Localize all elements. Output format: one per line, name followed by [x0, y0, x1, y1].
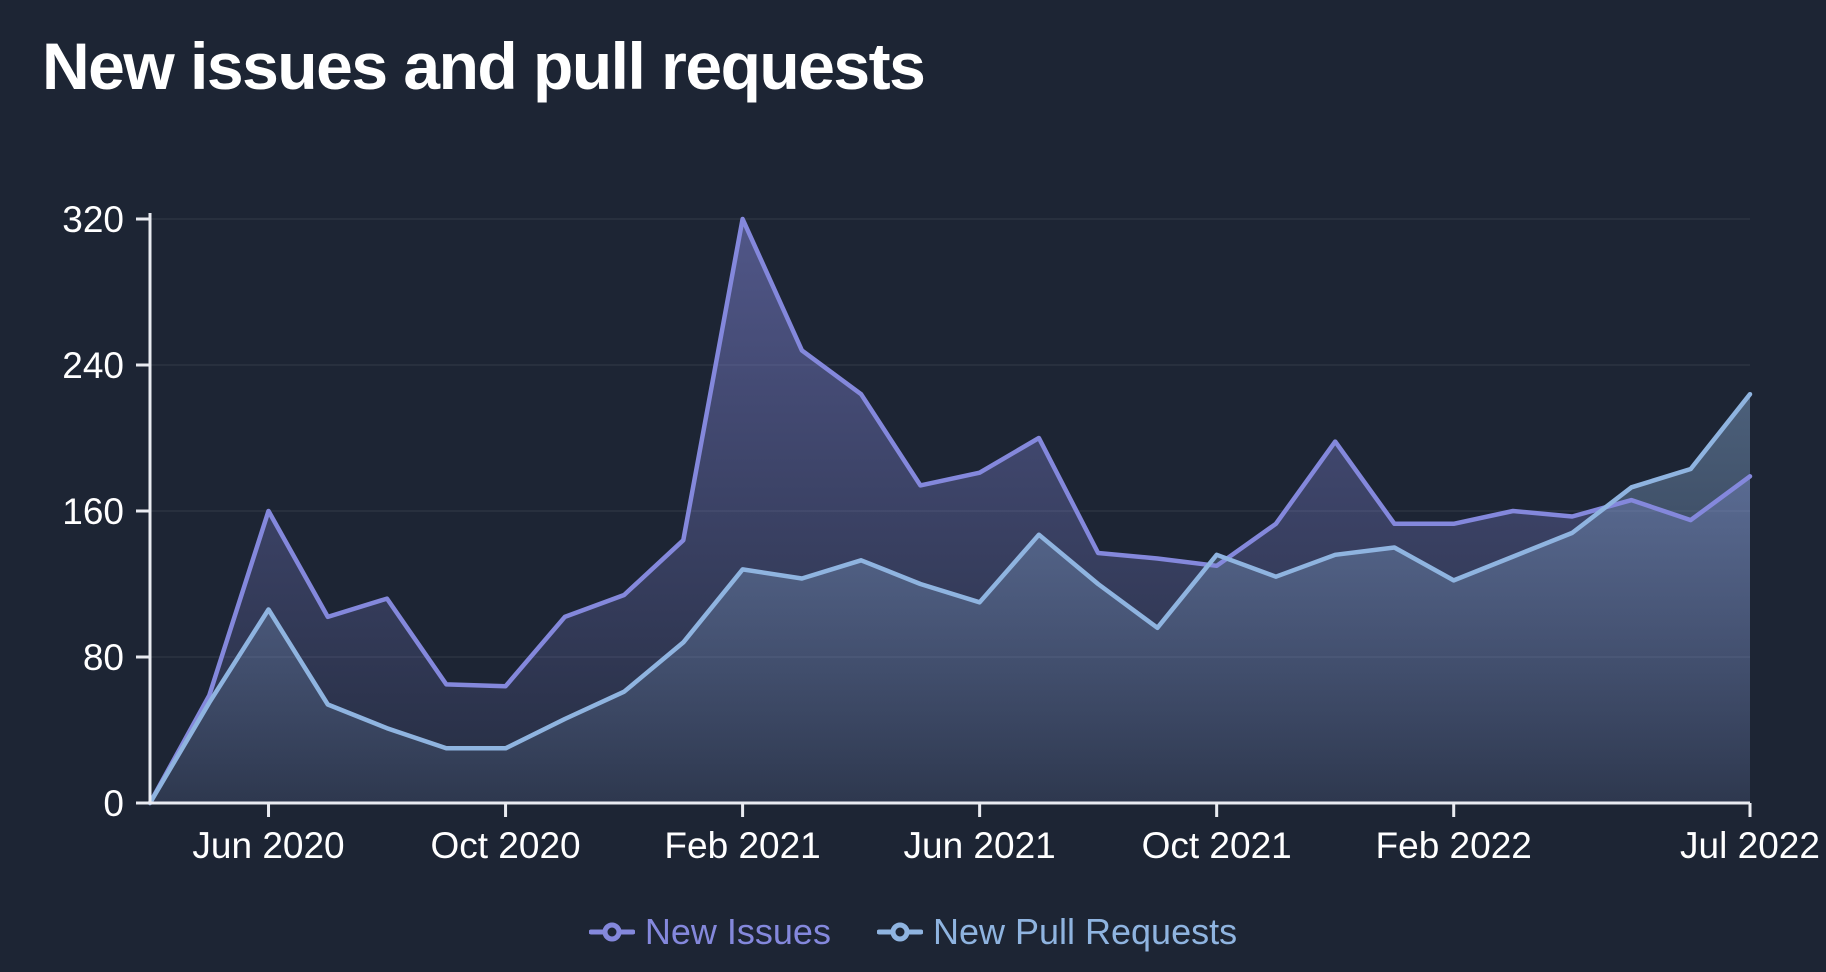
legend-label: New Pull Requests: [932, 911, 1238, 952]
legend: New Issues New Pull Requests: [0, 914, 1826, 950]
line-new-pull-requests: [147, 391, 1753, 806]
y-tick-label: 320: [62, 199, 124, 240]
page-title: New issues and pull requests: [42, 29, 926, 103]
x-tick-label: Jul 2022: [1680, 825, 1820, 866]
x-tick-label: Jun 2021: [904, 825, 1056, 866]
x-tick-label: Oct 2021: [1142, 825, 1292, 866]
x-tick-label: Oct 2020: [430, 825, 580, 866]
legend-item-new-issues[interactable]: New Issues: [588, 911, 831, 952]
x-tick-label: Feb 2022: [1376, 825, 1532, 866]
x-tick-label: Jun 2020: [192, 825, 344, 866]
x-tick-label: Feb 2021: [664, 825, 820, 866]
line-series-marker-icon: [876, 916, 923, 948]
y-tick-label: 160: [62, 491, 124, 532]
area-new-pull-requests: [150, 394, 1750, 803]
line-new-issues: [147, 216, 1753, 806]
y-tick-label: 240: [62, 345, 124, 386]
legend-label: New Issues: [644, 911, 831, 952]
line-series-marker-icon: [588, 916, 635, 948]
legend-item-new-pull-requests[interactable]: New Pull Requests: [876, 911, 1238, 952]
y-tick-label: 0: [103, 783, 124, 824]
y-tick-label: 80: [83, 637, 124, 678]
